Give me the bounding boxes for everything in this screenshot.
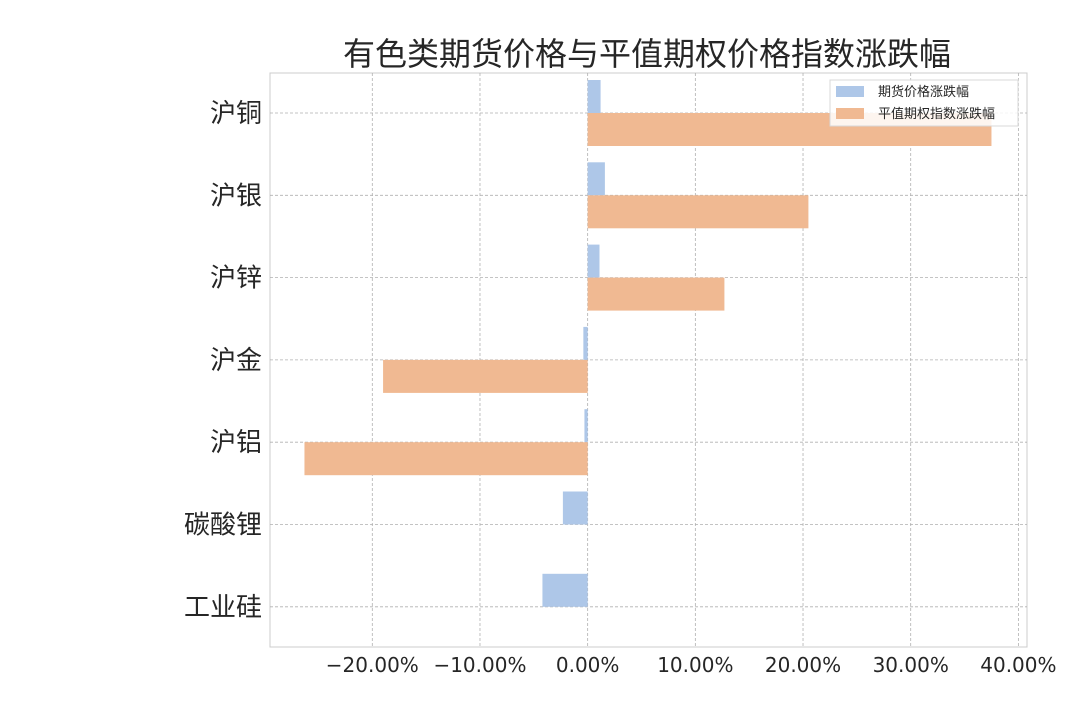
bar-futures — [587, 244, 600, 278]
x-tick-label: 10.00% — [657, 653, 733, 677]
x-tick-label: 40.00% — [980, 653, 1056, 677]
bar-futures — [542, 573, 588, 607]
legend-swatch-futures — [836, 86, 864, 97]
bar-futures — [562, 491, 588, 525]
x-tick-label: 0.00% — [556, 653, 620, 677]
bar-options — [587, 195, 809, 229]
bar-futures — [587, 80, 601, 113]
bars-layer — [304, 80, 992, 607]
category-label: 沪锌 — [210, 264, 262, 294]
bar-options — [587, 277, 725, 311]
bar-options — [304, 442, 588, 476]
labels-layer: −20.00% −10.00% 0.00% 10.00% 20.00% 30.00% 40.… — [184, 99, 1057, 677]
legend-label-options: 平值期权指数涨跌幅 — [878, 106, 995, 122]
bar-futures — [587, 162, 605, 196]
x-tick-label: 20.00% — [765, 653, 841, 677]
category-label: 沪银 — [210, 181, 262, 211]
category-label: 工业硅 — [184, 593, 262, 623]
bar-futures — [584, 409, 588, 443]
x-tick-label: −20.00% — [326, 653, 419, 677]
x-tick-label: −10.00% — [433, 653, 526, 677]
legend-label-futures: 期货价格涨跌幅 — [878, 84, 969, 100]
bar-futures — [583, 326, 588, 360]
legend-swatch-options — [836, 108, 864, 119]
legend: 期货价格涨跌幅 平值期权指数涨跌幅 — [829, 79, 1019, 127]
category-label: 沪铜 — [210, 99, 262, 129]
chart-title: 有色类期货价格与平值期权价格指数涨跌幅 — [343, 35, 951, 73]
x-tick-label: 30.00% — [873, 653, 949, 677]
category-label: 碳酸锂 — [184, 511, 262, 541]
category-label: 沪铝 — [210, 428, 262, 458]
bar-options — [383, 359, 588, 393]
category-label: 沪金 — [210, 346, 262, 376]
